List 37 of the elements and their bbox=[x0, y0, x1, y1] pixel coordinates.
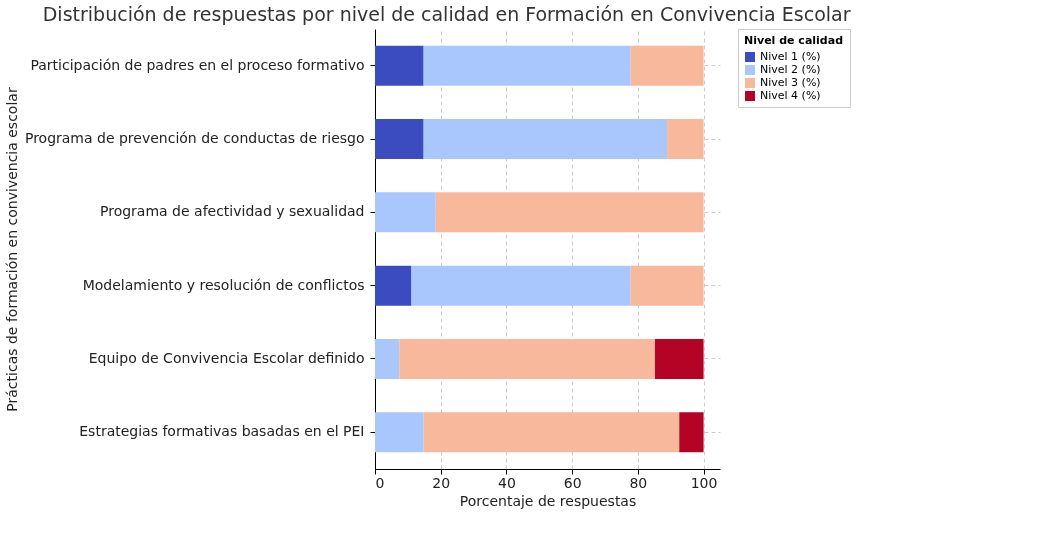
bar bbox=[423, 45, 631, 86]
legend-label: Nivel 3 (%) bbox=[760, 76, 821, 89]
bar bbox=[654, 339, 704, 379]
bar bbox=[630, 45, 704, 86]
y-tick-label: Programa de afectividad y sexualidad bbox=[100, 203, 365, 220]
y-tick-label: Modelamiento y resolución de conflictos bbox=[82, 276, 365, 293]
y-tick-label: Equipo de Convivencia Escolar definido bbox=[88, 350, 365, 366]
legend-label: Nivel 2 (%) bbox=[760, 63, 821, 76]
y-tick-label: Programa de prevención de conductas de riesgo bbox=[24, 130, 365, 146]
x-tick-label: 80 bbox=[629, 474, 648, 491]
bar bbox=[375, 265, 412, 306]
bar bbox=[423, 412, 680, 453]
bar bbox=[630, 265, 704, 306]
bar bbox=[411, 265, 631, 306]
bar bbox=[679, 412, 704, 453]
y-tick-label: Estrategias formativas basadas en el PEI bbox=[79, 423, 365, 440]
legend-label: Nivel 4 (%) bbox=[760, 89, 821, 102]
x-tick-label: 40 bbox=[498, 474, 516, 491]
bar bbox=[423, 119, 668, 159]
bar bbox=[375, 45, 424, 86]
bar bbox=[435, 192, 704, 233]
bar bbox=[667, 119, 704, 159]
x-tick-label: 0 bbox=[375, 474, 385, 491]
legend-label: Nivel 1 (%) bbox=[760, 50, 821, 63]
x-tick-label: 60 bbox=[563, 474, 582, 491]
chart-title: Distribución de respuestas por nivel de calidad en Formación en Convivencia Escolar bbox=[42, 2, 851, 25]
x-tick-label: 100 bbox=[690, 474, 718, 491]
legend-title: Nivel de calidad bbox=[744, 34, 844, 47]
y-tick-label: Participación de padres en el proceso formativo bbox=[30, 56, 365, 73]
bar bbox=[375, 412, 424, 453]
y-axis-title: Prácticas de formación en convivencia escolar bbox=[3, 87, 20, 412]
bar bbox=[375, 119, 424, 159]
x-axis-title: Porcentaje de respuestas bbox=[459, 492, 637, 509]
x-tick-label: 20 bbox=[432, 474, 451, 491]
bar bbox=[399, 339, 655, 379]
bar bbox=[375, 192, 436, 233]
bar bbox=[375, 339, 400, 379]
